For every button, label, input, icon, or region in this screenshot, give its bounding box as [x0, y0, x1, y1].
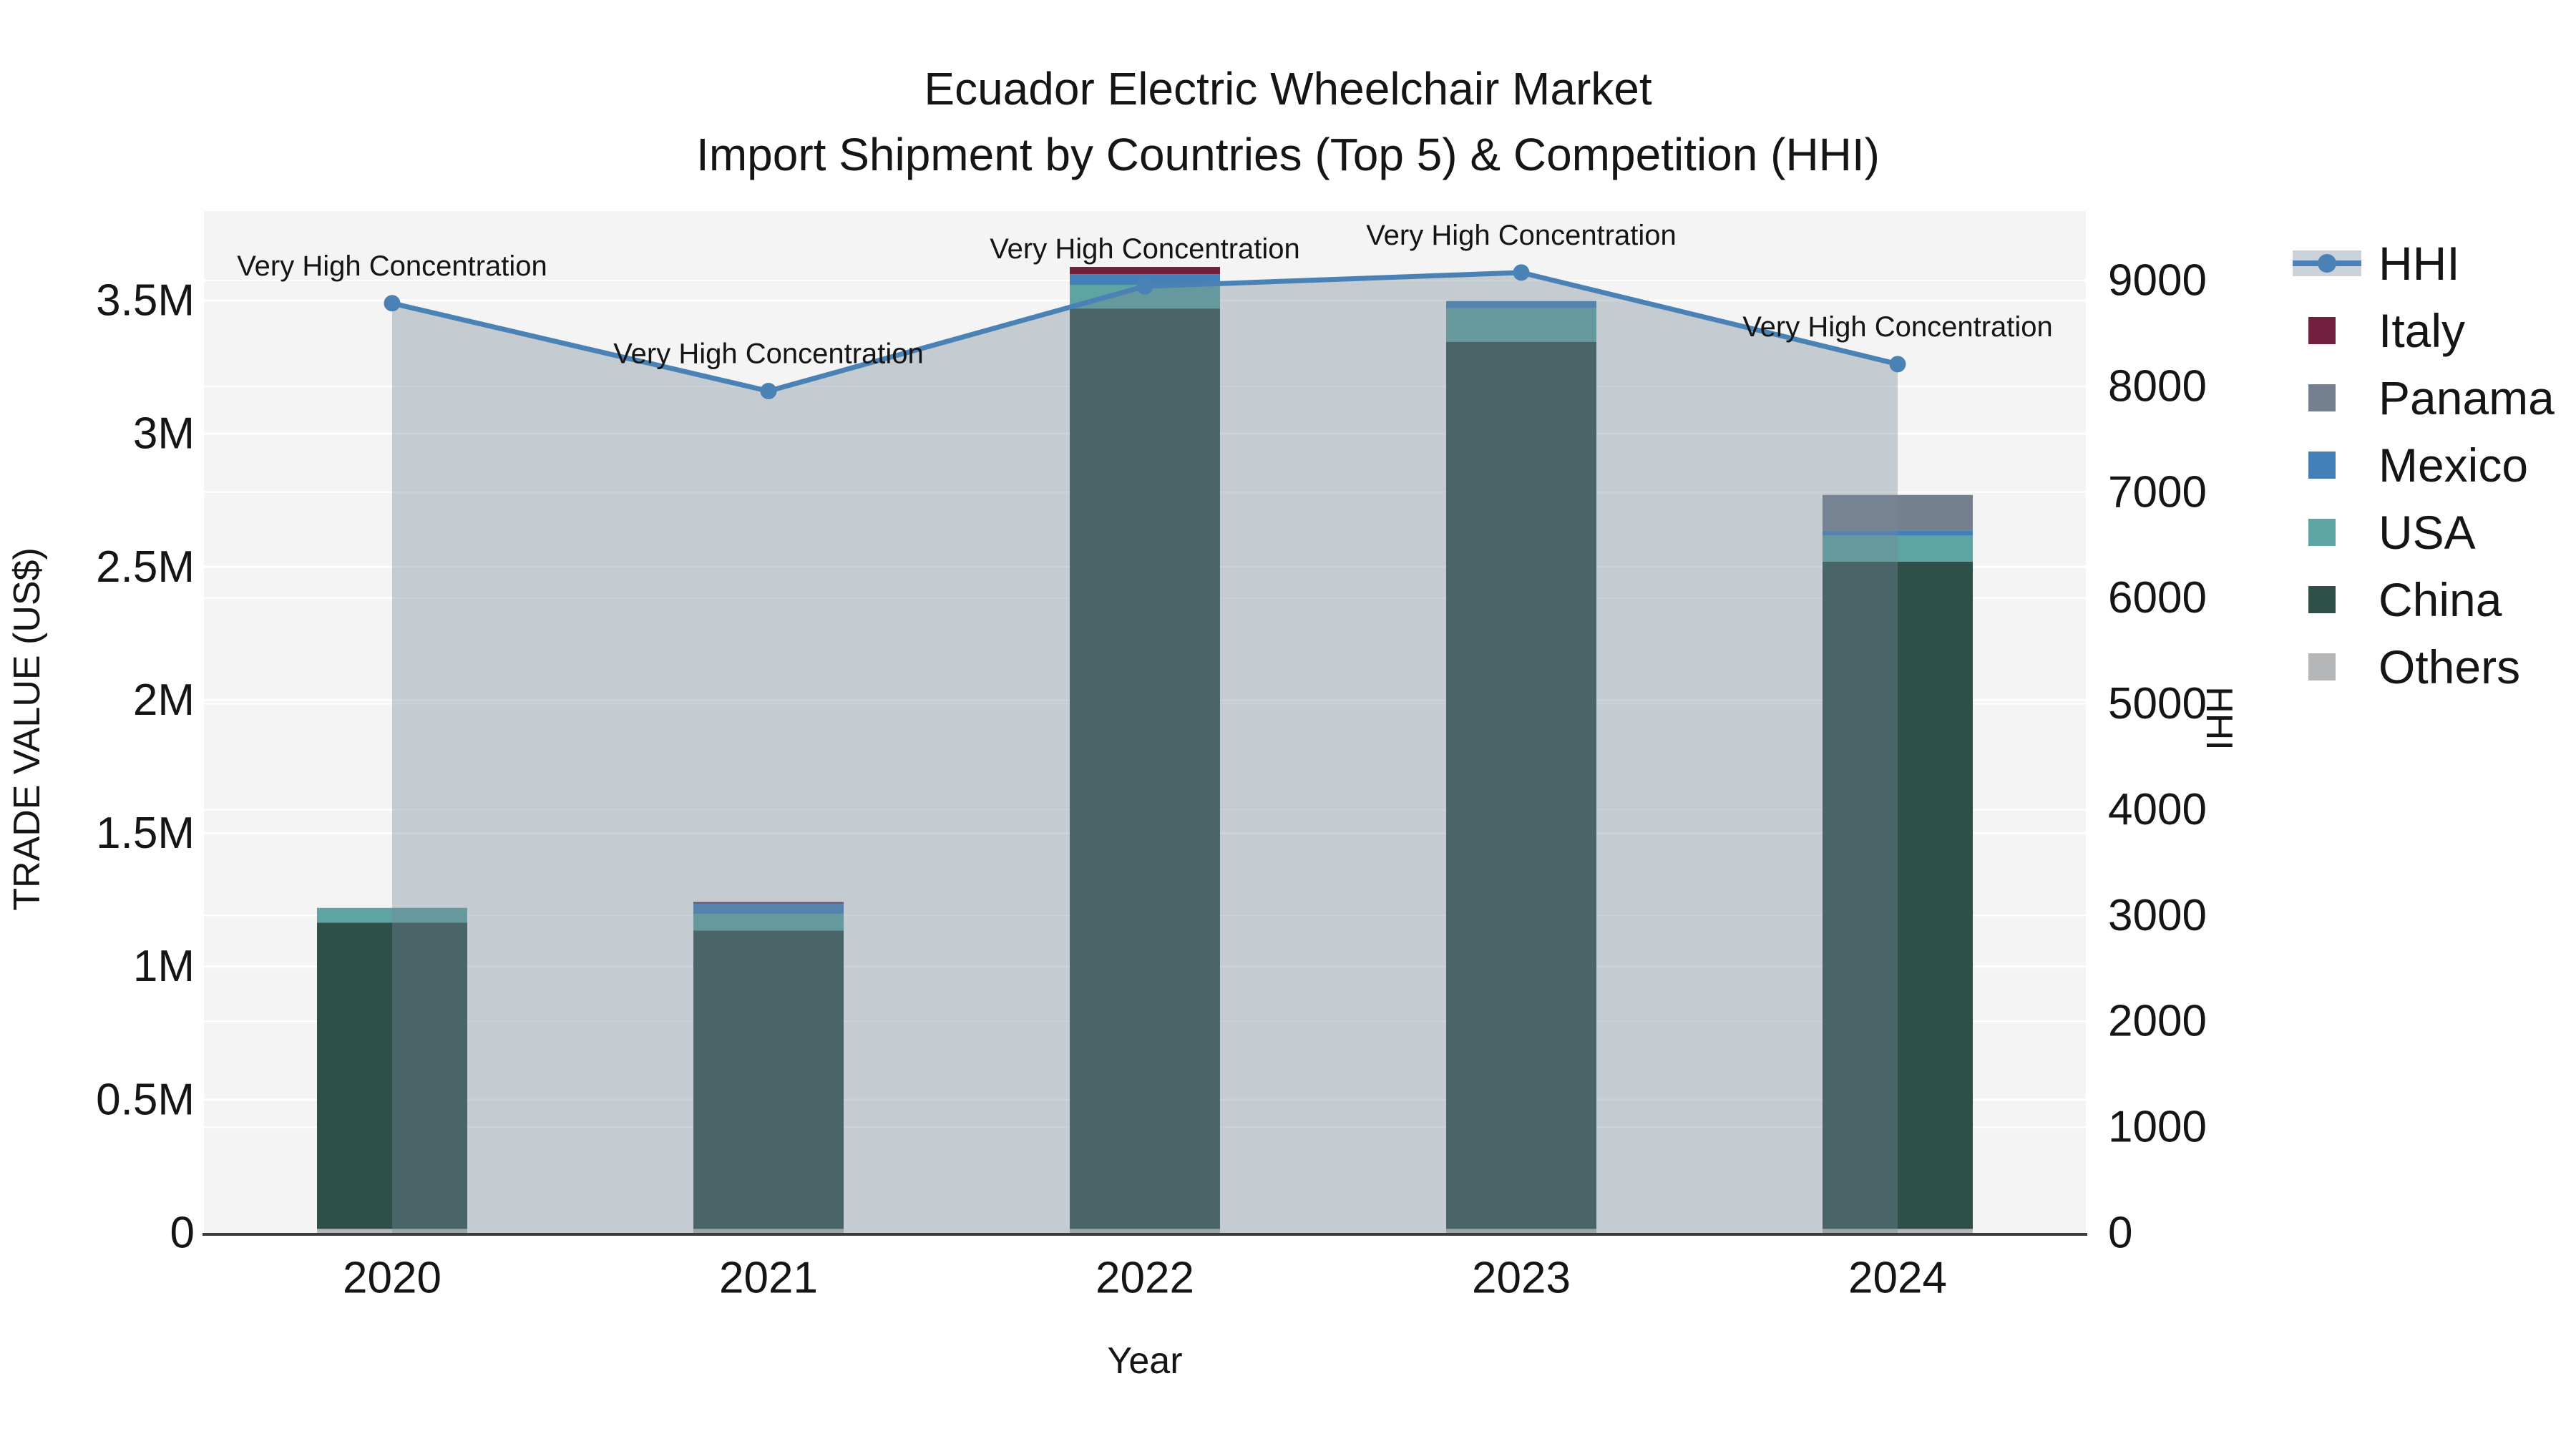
bar-2022-italy[interactable] [1070, 267, 1220, 275]
bar-2021-usa[interactable] [693, 914, 844, 931]
y-right-tick-4000: 4000 [2108, 785, 2207, 834]
y-left-tick-0: 0 [170, 1209, 195, 1258]
bar-2023-mexico[interactable] [1446, 301, 1596, 308]
legend-label-usa: USA [2379, 506, 2476, 559]
bar-2021-others[interactable] [693, 1229, 844, 1233]
x-tick-2024: 2024 [1848, 1254, 1947, 1303]
china-color-square [2308, 586, 2336, 613]
annotation-2021: Very High Concentration [613, 338, 924, 370]
y-right-tick-2000: 2000 [2108, 997, 2207, 1046]
legend-item-hhi[interactable]: HHI [2293, 230, 2555, 297]
legend-label-hhi: HHI [2379, 237, 2460, 290]
mexico-color-square [2308, 452, 2336, 479]
bar-2024-others[interactable] [1823, 1229, 1973, 1233]
hhi-marker-2020[interactable] [384, 295, 401, 312]
bar-2023-usa[interactable] [1446, 308, 1596, 342]
y-left-tick-3M: 3M [133, 409, 195, 459]
x-tick-2020: 2020 [343, 1254, 441, 1303]
panama-color-square [2308, 384, 2336, 411]
legend-item-italy[interactable]: Italy [2293, 297, 2555, 364]
y-right-tick-8000: 8000 [2108, 361, 2207, 411]
y-right-tick-6000: 6000 [2108, 573, 2207, 623]
y-right-tick-0: 0 [2108, 1209, 2132, 1258]
bar-2021-italy[interactable] [693, 902, 844, 904]
x-tick-2021: 2021 [719, 1254, 818, 1303]
legend-label-italy: Italy [2379, 304, 2466, 357]
hhi-dot-sample [2318, 254, 2336, 273]
legend-item-china[interactable]: China [2293, 566, 2555, 633]
x-tick-2022: 2022 [1096, 1254, 1194, 1303]
y-right-tick-3000: 3000 [2108, 891, 2207, 940]
y-right-tick-9000: 9000 [2108, 255, 2207, 305]
annotation-2020: Very High Concentration [237, 250, 547, 282]
hhi-marker-2022[interactable] [1136, 278, 1153, 295]
y-right-tick-5000: 5000 [2108, 679, 2207, 728]
bar-2024-mexico[interactable] [1823, 530, 1973, 536]
chart-title: Ecuador Electric Wheelchair Market Impor… [0, 56, 2576, 187]
hhi-marker-2024[interactable] [1889, 356, 1906, 373]
bar-2020-others[interactable] [317, 1229, 467, 1233]
hhi-area-fill [392, 272, 1898, 1234]
bar-2022-others[interactable] [1070, 1229, 1220, 1233]
chart-title-line2: Import Shipment by Countries (Top 5) & C… [696, 129, 1880, 180]
bar-2024-china[interactable] [1823, 561, 1973, 1229]
legend-item-others[interactable]: Others [2293, 633, 2555, 701]
usa-swatch-icon [2293, 517, 2361, 548]
china-swatch-icon [2293, 584, 2361, 615]
legend-label-panama: Panama [2379, 371, 2555, 424]
annotation-2023: Very High Concentration [1366, 220, 1677, 251]
usa-color-square [2308, 519, 2336, 546]
y-axis-title-left: TRADE VALUE (US$) [6, 547, 48, 911]
y-right-tick-7000: 7000 [2108, 467, 2207, 517]
bar-2020-china[interactable] [317, 922, 467, 1229]
y-left-tick-3.5M: 3.5M [96, 275, 195, 325]
panama-swatch-icon [2293, 382, 2361, 414]
annotation-2022: Very High Concentration [990, 233, 1300, 265]
mexico-swatch-icon [2293, 449, 2361, 481]
y-left-tick-1M: 1M [133, 942, 195, 991]
legend-label-others: Others [2379, 640, 2521, 693]
x-axis-title: Year [1107, 1340, 1183, 1382]
italy-swatch-icon [2293, 315, 2361, 346]
legend-item-usa[interactable]: USA [2293, 499, 2555, 566]
chart-title-line1: Ecuador Electric Wheelchair Market [924, 63, 1652, 114]
bar-2023-others[interactable] [1446, 1229, 1596, 1233]
y-left-tick-2.5M: 2.5M [96, 542, 195, 592]
annotation-2024: Very High Concentration [1742, 311, 2053, 343]
legend: HHI Italy Panama Mexico USA China Others [2293, 230, 2555, 701]
hhi-marker-2021[interactable] [760, 383, 777, 400]
bar-2024-usa[interactable] [1823, 535, 1973, 562]
bar-2022-china[interactable] [1070, 308, 1220, 1229]
bar-2020-usa[interactable] [317, 907, 467, 923]
x-tick-2023: 2023 [1472, 1254, 1571, 1303]
y-axis-title-right: HHI [2198, 686, 2240, 751]
bar-2024-panama[interactable] [1823, 494, 1973, 531]
others-color-square [2308, 653, 2336, 680]
bar-2021-china[interactable] [693, 930, 844, 1229]
y-left-tick-0.5M: 0.5M [96, 1075, 195, 1124]
bar-2021-mexico[interactable] [693, 903, 844, 914]
hhi-line-sample-icon [2293, 248, 2361, 279]
legend-item-panama[interactable]: Panama [2293, 364, 2555, 431]
y-left-tick-2M: 2M [133, 675, 195, 725]
legend-label-china: China [2379, 573, 2502, 626]
y-left-tick-1.5M: 1.5M [96, 809, 195, 858]
others-swatch-icon [2293, 651, 2361, 683]
legend-item-mexico[interactable]: Mexico [2293, 431, 2555, 499]
italy-color-square [2308, 317, 2336, 344]
hhi-marker-2023[interactable] [1513, 264, 1530, 281]
y-right-tick-1000: 1000 [2108, 1103, 2207, 1152]
legend-label-mexico: Mexico [2379, 439, 2529, 492]
bar-2023-china[interactable] [1446, 341, 1596, 1229]
